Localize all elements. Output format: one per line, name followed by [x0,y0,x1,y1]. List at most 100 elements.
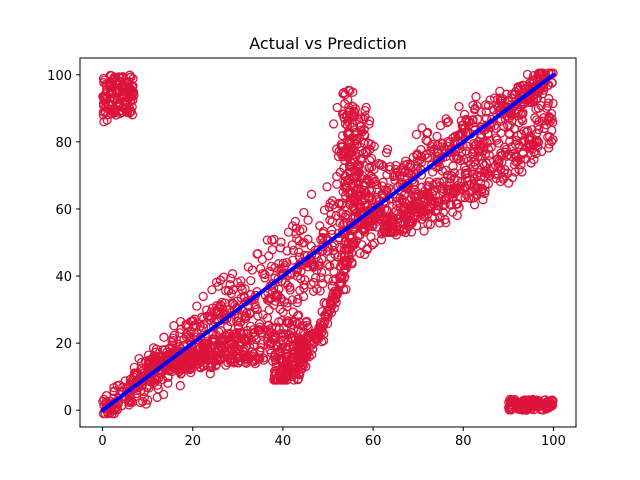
scatter-point [527,144,538,154]
scatter-point [337,198,347,208]
scatter-point [527,398,538,408]
scatter-point [401,209,411,219]
scatter-point [195,321,205,332]
scatter-point [246,275,256,286]
scatter-point [428,198,438,209]
scatter-point [367,162,377,172]
scatter-point [448,161,458,171]
scatter-point [402,159,413,169]
scatter-point [519,126,529,136]
y-tick-label: 20 [55,337,72,352]
scatter-point [336,141,347,152]
scatter-point [268,332,279,343]
scatter-point [308,344,318,354]
scatter-point [276,237,286,247]
scatter-point [265,337,275,348]
scatter-point [327,281,337,292]
scatter-point [179,334,189,344]
scatter-point [221,360,231,370]
scatter-point [169,321,179,331]
scatter-point [496,116,506,126]
scatter-point [273,375,283,385]
scatter-point [413,192,423,202]
scatter-point [131,368,141,378]
scatter-point [143,362,154,372]
scatter-point [260,273,270,283]
scatter-point [408,152,419,162]
x-tick-label: 40 [275,434,292,449]
scatter-point [473,151,483,162]
scatter-point [152,380,163,390]
scatter-point [433,147,443,157]
scatter-point [286,360,297,370]
y-tick-label: 100 [47,69,72,84]
scatter-point [98,98,109,109]
scatter-point [102,115,112,125]
scatter-point [474,145,485,156]
scatter-point [256,327,267,338]
scatter-point [517,109,528,119]
scatter-point [412,161,422,171]
scatter-point [267,245,277,255]
scatter-point [343,85,354,95]
scatter-point [362,244,373,255]
scatter-point [241,355,251,365]
scatter-point [439,184,449,195]
scatter-point [343,188,353,198]
scatter-point [507,172,518,183]
scatter-point [251,334,261,345]
y-tick-label: 60 [55,203,72,218]
scatter-point [461,153,471,164]
scatter-point [441,114,451,124]
ideal-line [100,72,556,413]
scatter-point [342,175,353,185]
scatter-point [186,363,196,373]
scatter-point [382,144,393,154]
scatter-point [489,120,500,131]
scatter-point [265,327,275,338]
scatter-point [221,286,231,296]
scatter-point [283,316,293,326]
scatter-point [144,383,154,393]
scatter-point [461,189,471,200]
scatter-point [344,107,354,118]
scatter-point [529,405,539,415]
scatter-point [239,293,250,303]
scatter-point [382,170,392,180]
scatter-point [434,198,444,208]
scatter-point [427,167,438,177]
scatter-point [288,371,298,381]
scatter-point [352,173,362,183]
scatter-point [129,370,139,380]
scatter-point [316,267,327,277]
scatter-point [295,370,305,380]
scatter-point [277,332,287,342]
scatter-point [352,139,362,149]
scatter-point [518,396,528,406]
scatter-point [366,171,376,181]
scatter-point [388,227,398,237]
scatter-point [362,147,372,158]
scatter-point [296,274,306,284]
scatter-point [513,130,523,141]
scatter-point [458,120,468,130]
scatter-point [160,351,171,361]
scatter-point [235,328,245,338]
scatter-point [283,227,294,237]
scatter-point [303,215,313,225]
scatter-point [258,268,268,279]
scatter-point [380,224,390,234]
scatter-point [267,279,278,289]
scatter-point [277,375,287,385]
scatter-point [544,143,554,153]
scatter-point [202,305,212,315]
scatter-point [478,195,488,205]
scatter-point [198,348,208,359]
scatter-point [454,131,464,141]
scatter-point [489,93,500,103]
scatter-point [249,340,259,350]
scatter-point [541,397,551,407]
scatter-point [299,353,310,363]
scatter-point [391,160,401,171]
